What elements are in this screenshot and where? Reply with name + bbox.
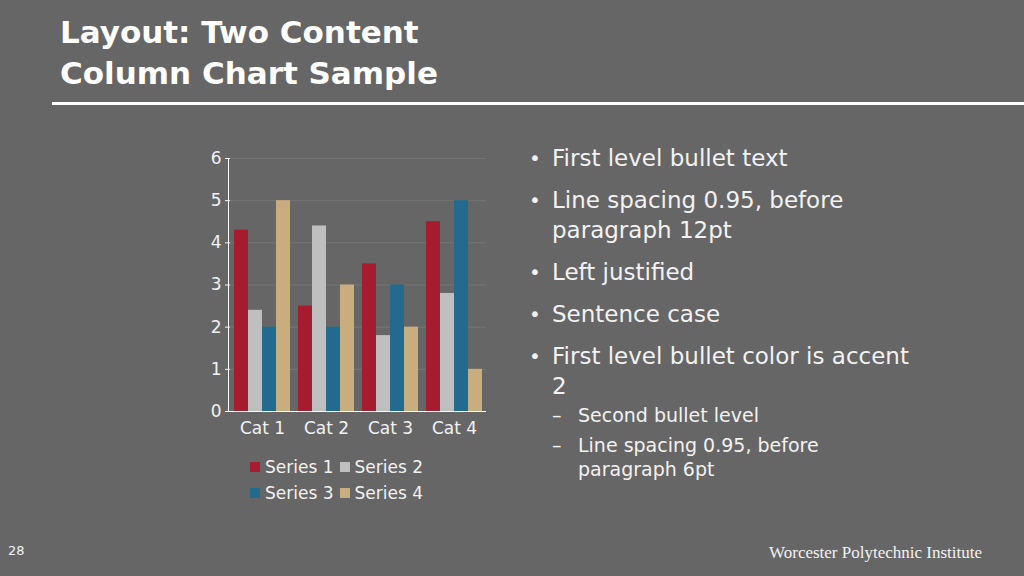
svg-text:Cat 1: Cat 1 — [240, 418, 285, 438]
svg-text:0: 0 — [211, 401, 222, 421]
html-text:Second bullet level: Second bullet level — [578, 404, 759, 426]
html-text:Series 3: Series 3 — [265, 483, 334, 503]
svg-text:Cat 3: Cat 3 — [368, 418, 413, 438]
svg-text:Cat 4: Cat 4 — [432, 418, 477, 438]
html-text:Line spacing 0.95, before para: Line spacing 0.95, before paragraph 12pt — [552, 187, 844, 243]
svg-text:2: 2 — [211, 317, 222, 337]
svg-text:3: 3 — [211, 274, 222, 294]
html-text:First level bullet color is ac: First level bullet color is accent 2 — [552, 343, 909, 399]
svg-text:5: 5 — [211, 190, 222, 210]
html-text:Series 4: Series 4 — [354, 483, 423, 503]
html-text:Left justified: Left justified — [552, 259, 695, 285]
html-text:28: 28 — [8, 543, 25, 558]
html-text:First level bullet text: First level bullet text — [552, 145, 788, 171]
html-text:Line spacing 0.95, before para: Line spacing 0.95, before paragraph 6pt — [578, 434, 819, 480]
html-text:Layout: Two Content Column Cha: Layout: Two Content Column Chart Sample — [60, 14, 438, 91]
svg-text:Cat 2: Cat 2 — [304, 418, 349, 438]
svg-text:4: 4 — [211, 232, 222, 252]
svg-text:6: 6 — [211, 148, 222, 168]
html-text:Series 2: Series 2 — [354, 457, 423, 477]
html-text:Sentence case: Sentence case — [552, 301, 721, 327]
svg-text:1: 1 — [211, 359, 222, 379]
html-text:Worcester Polytechnic Institut: Worcester Polytechnic Institute — [769, 543, 982, 562]
html-text:Series 1: Series 1 — [265, 457, 334, 477]
